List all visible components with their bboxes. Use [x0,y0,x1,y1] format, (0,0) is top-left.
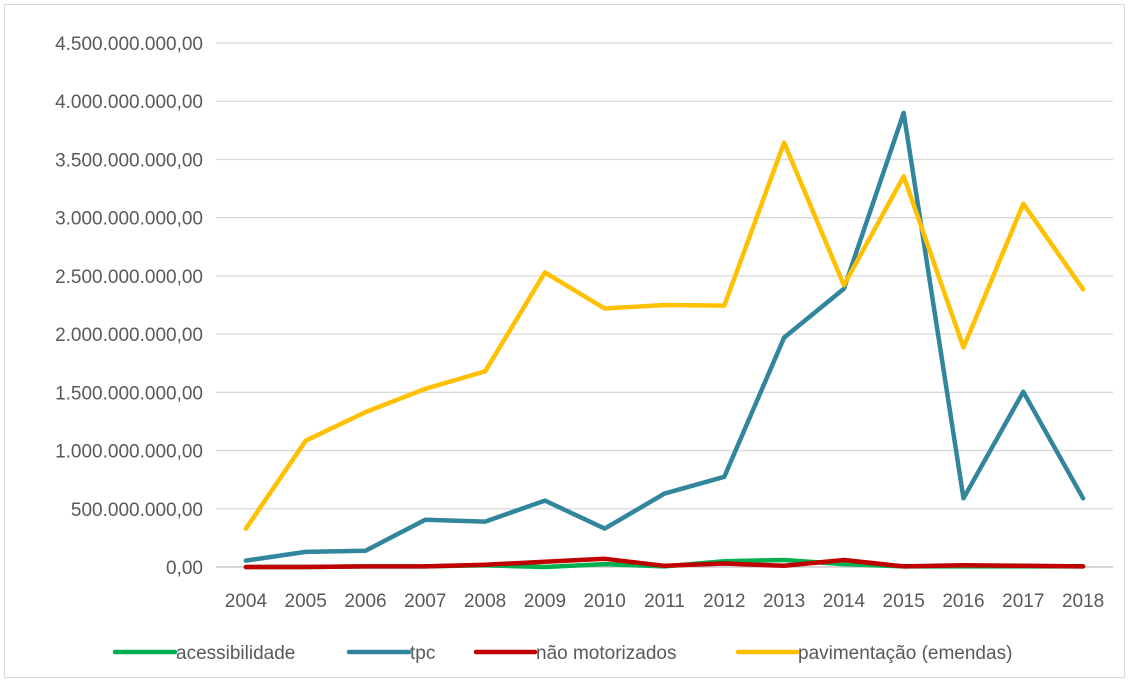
x-tick-label: 2018 [1062,591,1104,612]
x-tick-label: 2010 [584,591,626,612]
y-tick-label: 0,00 [166,558,203,579]
legend-label: pavimentação (emendas) [798,643,1012,664]
y-tick-label: 2.000.000.000,00 [55,325,203,346]
y-tick-label: 500.000.000,00 [71,500,203,521]
x-tick-label: 2006 [344,591,386,612]
legend-label: não motorizados [536,643,676,664]
y-tick-label: 1.000.000.000,00 [55,442,203,463]
x-tick-label: 2012 [703,591,745,612]
x-axis-tick-labels: 2004 2005 2006 2007 2008 2009 2010 2011 2012 2013… [225,591,1104,612]
x-tick-label: 2014 [823,591,866,612]
legend: acessibilidade tpc não motorizados paviment… [112,643,1012,664]
x-tick-label: 2005 [285,591,327,612]
y-tick-label: 1.500.000.000,00 [55,383,203,404]
x-tick-label: 2007 [404,591,446,612]
x-tick-label: 2016 [942,591,984,612]
y-tick-label: 4.500.000.000,00 [55,34,203,55]
legend-label: tpc [410,643,435,664]
x-tick-label: 2015 [883,591,925,612]
y-tick-label: 3.500.000.000,00 [55,150,203,171]
x-tick-label: 2004 [225,591,268,612]
legend-label: acessibilidade [176,643,295,664]
x-tick-label: 2011 [644,591,685,612]
y-tick-label: 3.000.000.000,00 [55,209,203,230]
x-tick-label: 2009 [524,591,566,612]
y-axis-tick-labels: 0,00 500.000.000,00 1.000.000.000,00 1.500.… [55,34,203,579]
x-tick-label: 2013 [763,591,805,612]
x-tick-label: 2008 [464,591,506,612]
y-tick-label: 4.000.000.000,00 [55,92,203,113]
x-tick-label: 2017 [1002,591,1044,612]
y-tick-label: 2.500.000.000,00 [55,267,203,288]
series-lines [243,110,1086,570]
